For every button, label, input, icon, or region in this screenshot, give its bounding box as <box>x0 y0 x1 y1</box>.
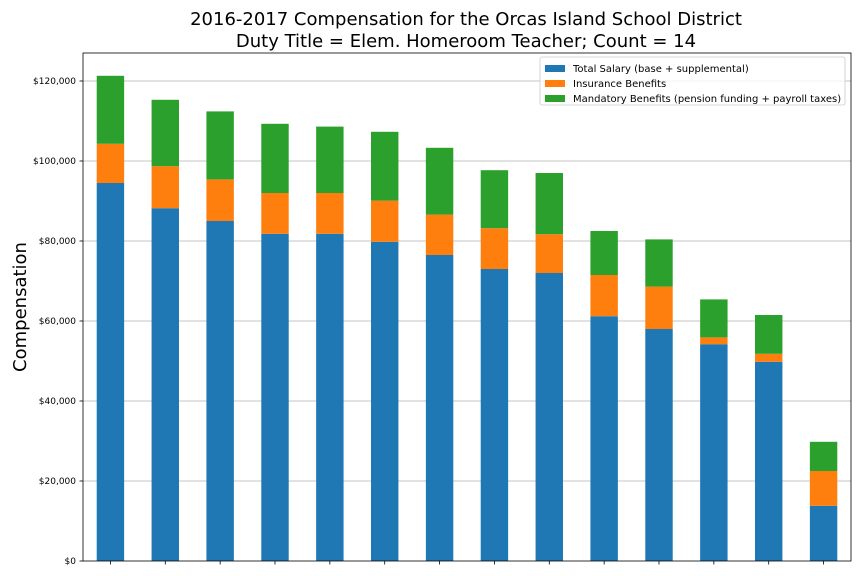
bar-segment-salary <box>535 273 563 561</box>
legend-swatch <box>545 95 565 102</box>
bar-segment-salary <box>809 505 838 561</box>
bar-segment-insurance <box>590 275 618 317</box>
y-tick-label: $120,000 <box>33 77 76 87</box>
y-tick-label: $20,000 <box>39 477 76 487</box>
bars-group <box>96 75 838 562</box>
bar-segment-mandatory <box>755 315 783 354</box>
legend-box <box>539 56 846 106</box>
bar-segment-mandatory <box>96 75 125 144</box>
y-tick-label: $0 <box>65 557 77 567</box>
bar-segment-insurance <box>96 143 125 183</box>
gridlines <box>83 80 851 482</box>
plot-frame <box>82 52 852 562</box>
bar-segment-salary <box>425 255 454 561</box>
bar-segment-insurance <box>700 337 728 345</box>
y-tick-label: $60,000 <box>39 317 76 327</box>
bar-segment-salary <box>206 221 234 561</box>
bar-segment-salary <box>700 344 728 561</box>
bar-segment-salary <box>151 208 179 561</box>
bar-segment-salary <box>755 361 783 561</box>
bar-segment-mandatory <box>590 231 618 275</box>
bar-segment-insurance <box>261 193 289 234</box>
legend-entry-label: Total Salary (base + supplemental) <box>572 64 749 75</box>
bar-segment-salary <box>645 329 673 561</box>
bar-segment-insurance <box>755 353 783 362</box>
bar-segment-mandatory <box>809 441 838 471</box>
bar-segment-salary <box>480 269 509 561</box>
bar-segment-insurance <box>206 179 234 221</box>
y-axis-label: Compensation <box>10 242 31 372</box>
bar-segment-mandatory <box>151 99 179 167</box>
bar-segment-mandatory <box>480 170 509 229</box>
bar-segment-salary <box>590 316 618 561</box>
y-tick-label: $100,000 <box>33 157 76 167</box>
bar-segment-salary <box>371 241 399 562</box>
legend-swatch <box>545 65 565 72</box>
bar-segment-salary <box>96 183 125 561</box>
bar-segment-mandatory <box>206 111 234 180</box>
legend-swatch <box>545 80 565 87</box>
bar-segment-mandatory <box>700 299 728 338</box>
x-axis-ticks <box>110 561 824 565</box>
bar-segment-mandatory <box>261 123 289 193</box>
chart-subtitle: Duty Title = Elem. Homeroom Teacher; Cou… <box>236 31 696 52</box>
y-axis-ticks: $0 $20,000 $40,000 $60,000 $80,000 $100,000 $1… <box>33 77 83 567</box>
legend-entry-label: Mandatory Benefits (pension funding + pa… <box>573 94 841 105</box>
bar-segment-mandatory <box>371 131 399 201</box>
bar-segment-mandatory <box>645 239 673 287</box>
bar-segment-salary <box>261 233 289 562</box>
chart-title: 2016-2017 Compensation for the Orcas Isl… <box>190 9 742 30</box>
bar-segment-mandatory <box>425 147 454 215</box>
y-tick-label: $80,000 <box>39 237 76 247</box>
bar-segment-insurance <box>535 234 563 273</box>
bar-segment-mandatory <box>316 126 344 193</box>
bar-segment-insurance <box>645 286 673 329</box>
bar-segment-insurance <box>371 200 399 242</box>
bar-segment-mandatory <box>535 173 563 235</box>
bar-segment-insurance <box>316 193 344 234</box>
bar-segment-insurance <box>480 228 509 269</box>
legend-entry-label: Insurance Benefits <box>573 79 666 90</box>
bar-segment-insurance <box>151 166 179 209</box>
bar-segment-insurance <box>809 471 838 506</box>
bar-segment-salary <box>316 233 344 562</box>
y-tick-label: $40,000 <box>39 397 76 407</box>
axes-group <box>82 52 852 562</box>
legend: Total Salary (base + supplemental) Insura… <box>539 56 846 106</box>
bar-segment-insurance <box>425 214 454 255</box>
